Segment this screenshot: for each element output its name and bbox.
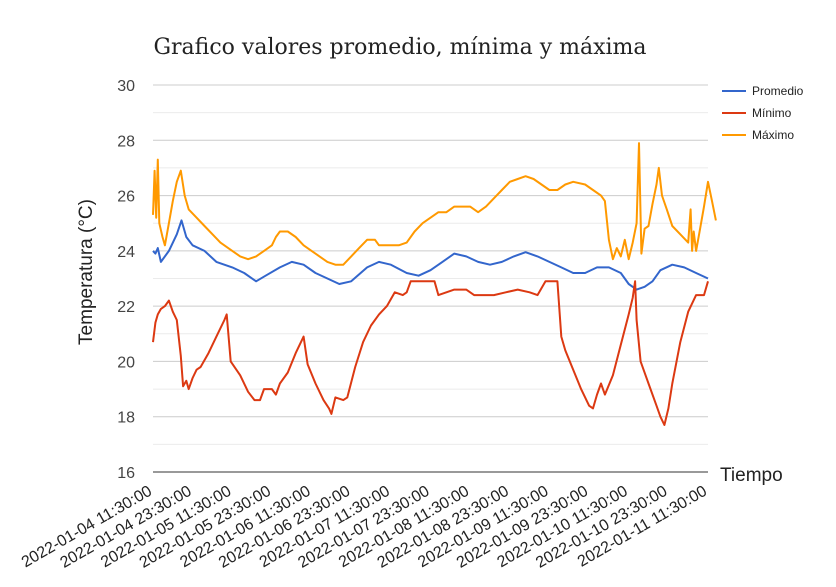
y-tick-label: 26 xyxy=(117,189,135,206)
legend-label: Máximo xyxy=(752,128,794,142)
y-tick-label: 22 xyxy=(117,299,135,316)
series-line-máximo xyxy=(152,142,717,266)
chart-title: Grafico valores promedio, mínima y máxim… xyxy=(153,35,646,60)
y-tick-label: 20 xyxy=(117,354,135,371)
series-lines xyxy=(152,142,717,426)
grid xyxy=(153,84,708,473)
y-tick-label: 24 xyxy=(117,244,135,261)
x-axis-label: Tiempo xyxy=(720,465,783,486)
y-tick-label: 16 xyxy=(117,465,135,482)
legend-label: Promedio xyxy=(752,84,804,98)
y-axis-label: Temperatura (°C) xyxy=(76,199,97,345)
y-tick-label: 28 xyxy=(117,133,135,150)
series-line-mínimo xyxy=(152,280,709,426)
series-line-promedio xyxy=(152,219,709,291)
y-axis-ticks: 16 18 20 22 24 26 28 30 xyxy=(117,78,135,482)
y-tick-label: 18 xyxy=(117,410,135,427)
legend-label: Mínimo xyxy=(752,106,792,120)
y-tick-label: 30 xyxy=(117,78,135,95)
legend: Promedio Mínimo Máximo xyxy=(722,84,804,142)
